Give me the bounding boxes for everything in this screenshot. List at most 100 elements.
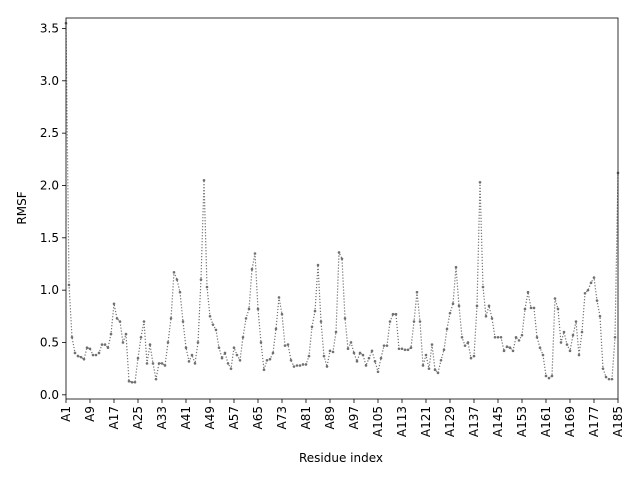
- data-point: [427, 367, 431, 370]
- data-point: [217, 346, 221, 350]
- data-point: [406, 348, 410, 352]
- data-point: [496, 335, 500, 339]
- data-point: [367, 356, 371, 360]
- data-point: [310, 325, 314, 329]
- data-point: [202, 178, 206, 182]
- data-point: [391, 312, 395, 316]
- data-point: [166, 341, 170, 344]
- data-point: [517, 339, 521, 342]
- data-point: [463, 344, 467, 347]
- x-tick-label: A41: [179, 406, 193, 429]
- x-tick-label: A129: [443, 406, 457, 437]
- data-point: [394, 312, 398, 316]
- data-point: [235, 353, 239, 357]
- data-point: [133, 380, 137, 384]
- data-point: [565, 343, 569, 346]
- data-point: [85, 346, 89, 350]
- data-point: [178, 290, 182, 294]
- data-point: [361, 353, 365, 357]
- data-point: [433, 368, 437, 371]
- data-point: [541, 353, 545, 357]
- x-tick-label: A57: [227, 406, 241, 429]
- data-point: [322, 354, 326, 358]
- x-tick-label: A9: [83, 406, 97, 422]
- data-point: [412, 320, 416, 323]
- data-point: [559, 341, 563, 344]
- data-point: [319, 320, 323, 323]
- data-point: [511, 349, 515, 353]
- data-point: [196, 341, 200, 344]
- data-point: [478, 181, 482, 184]
- data-point: [82, 357, 86, 361]
- data-point: [373, 360, 377, 363]
- data-point: [379, 356, 383, 360]
- y-tick-label: 3.5: [40, 21, 59, 35]
- data-point: [484, 315, 488, 318]
- data-point: [232, 346, 236, 350]
- data-point: [520, 333, 524, 337]
- data-point: [346, 347, 350, 351]
- data-point: [124, 332, 128, 336]
- y-tick-label: 0.0: [40, 388, 59, 402]
- x-tick-label: A97: [347, 406, 361, 429]
- data-point: [157, 362, 161, 365]
- x-tick-label: A113: [395, 406, 409, 437]
- data-point: [307, 354, 311, 358]
- data-point: [91, 353, 95, 357]
- data-point: [583, 291, 587, 295]
- data-point: [301, 363, 305, 366]
- data-point: [274, 327, 278, 331]
- data-point: [184, 346, 188, 350]
- data-point: [553, 297, 557, 300]
- data-point: [589, 281, 593, 285]
- data-point: [268, 357, 272, 361]
- x-axis-label: Residue index: [299, 451, 383, 465]
- data-point: [376, 370, 380, 374]
- x-tick-label: A49: [203, 406, 217, 429]
- data-point: [607, 377, 611, 381]
- plot-frame: [65, 17, 619, 400]
- x-tick-label: A177: [587, 406, 601, 437]
- data-point: [226, 362, 230, 365]
- y-tick-label: 1.5: [40, 231, 59, 245]
- data-point: [97, 351, 101, 355]
- data-point: [388, 320, 392, 323]
- data-point: [475, 304, 479, 308]
- data-point: [94, 353, 98, 357]
- data-point: [304, 363, 308, 366]
- x-tick-label: A81: [299, 406, 313, 429]
- data-point: [592, 276, 596, 279]
- x-tick-label: A105: [371, 406, 385, 437]
- data-point: [127, 379, 131, 383]
- data-point: [298, 364, 302, 367]
- data-point: [211, 323, 215, 326]
- x-tick-label: A1: [59, 406, 73, 422]
- data-point: [595, 299, 599, 302]
- data-point: [457, 304, 461, 308]
- data-point: [328, 349, 332, 353]
- data-point: [280, 312, 284, 316]
- data-point: [208, 315, 212, 318]
- data-point: [529, 306, 533, 310]
- data-point: [229, 367, 233, 370]
- y-tick-label: 0.5: [40, 335, 59, 349]
- data-point: [190, 353, 194, 357]
- data-point: [244, 317, 248, 320]
- data-point: [136, 356, 140, 360]
- data-point: [199, 278, 203, 281]
- data-point: [523, 307, 527, 311]
- data-point: [562, 330, 566, 334]
- data-point: [142, 320, 146, 323]
- x-tick-label: A65: [251, 406, 265, 429]
- x-tick-label: A17: [107, 406, 121, 429]
- x-tick-label: A25: [131, 406, 145, 429]
- data-point: [154, 377, 158, 381]
- data-point: [265, 358, 269, 362]
- x-tick-label: A145: [491, 406, 505, 437]
- data-point: [409, 346, 413, 350]
- data-point: [355, 360, 359, 363]
- data-point: [289, 358, 293, 362]
- data-point: [439, 358, 443, 362]
- data-point: [487, 304, 491, 308]
- data-point: [451, 302, 455, 306]
